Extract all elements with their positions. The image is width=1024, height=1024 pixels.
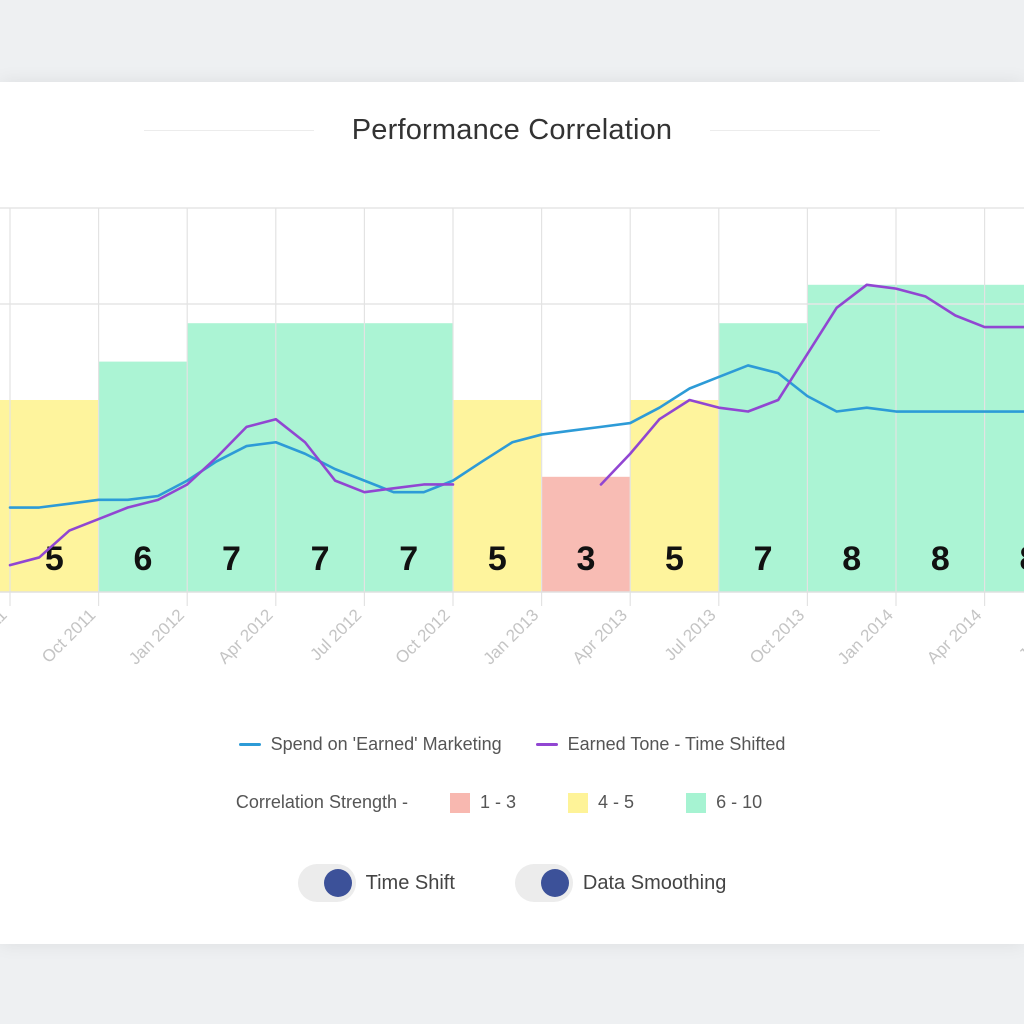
swatch-low: [450, 792, 470, 813]
data-smoothing-toggle[interactable]: Data Smoothing: [514, 864, 727, 902]
band-strength-label: 6: [133, 540, 152, 578]
band-strength-label: 7: [399, 540, 418, 578]
chart-title: Performance Correlation: [351, 113, 673, 146]
swatch-high: [686, 792, 707, 813]
series-line-spend: [8, 364, 1024, 509]
x-tick-label: Jan 2013: [480, 605, 543, 668]
x-tick-label: Oct 2011: [38, 605, 99, 666]
x-tick-label: Apr 2013: [569, 605, 631, 667]
correlation-legend-high: 6 - 10: [686, 792, 762, 813]
correlation-band: [275, 323, 365, 592]
data-smoothing-label: Data Smoothing: [582, 871, 727, 894]
correlation-legend-mid: 4 - 5: [568, 792, 634, 813]
title-rule-right: [710, 129, 881, 131]
x-tick-label: Apr 2012: [214, 605, 276, 667]
correlation-band: [630, 400, 720, 592]
time-shift-toggle[interactable]: Time Shift: [297, 864, 455, 902]
title-row: Performance Correlation: [0, 110, 1024, 150]
x-tick-label: Jan 2012: [125, 605, 188, 668]
swatch-high-label: 6 - 10: [716, 792, 763, 812]
correlation-band: [541, 476, 631, 592]
correlation-band: [187, 323, 277, 592]
data-smoothing-toggle-knob[interactable]: [540, 869, 569, 897]
legend-item-tone[interactable]: Earned Tone - Time Shifted: [535, 734, 786, 755]
band-strength-label: 7: [311, 540, 330, 578]
swatch-low-label: 1 - 3: [480, 792, 517, 812]
x-tick-label: Jul 2013: [661, 605, 720, 664]
band-strength-label: 5: [488, 540, 507, 578]
legend-line-tone: [535, 743, 558, 746]
legend-line-spend: [238, 743, 261, 746]
correlation-legend-low: 1 - 3: [450, 792, 516, 813]
chart-card: Performance Correlation 567775357888Jul …: [0, 82, 1024, 944]
correlation-band: [718, 323, 808, 592]
x-tick-label: Jul 2012: [306, 605, 365, 664]
correlation-band: [453, 400, 543, 592]
x-tick-label: Jul 2011: [0, 605, 11, 663]
band-strength-label: 7: [222, 540, 241, 578]
x-tick-label: Apr 2014: [923, 605, 985, 667]
x-tick-label: Jul 2014: [1015, 605, 1024, 664]
band-strength-label: 8: [842, 540, 861, 578]
correlation-legend-title: Correlation Strength -: [235, 792, 408, 812]
x-tick-label: Oct 2013: [746, 605, 808, 667]
series-line-tone: [8, 417, 455, 567]
toggle-row: Time Shift Data Smoothing: [0, 864, 1024, 902]
x-tick-label: Jan 2014: [834, 605, 897, 668]
x-tick-label: Oct 2012: [392, 605, 454, 667]
correlation-band: [98, 361, 188, 592]
swatch-mid: [568, 792, 589, 813]
swatch-mid-label: 4 - 5: [598, 792, 635, 812]
time-shift-label: Time Shift: [365, 871, 455, 894]
correlation-band: [984, 284, 1024, 592]
legend-label-tone: Earned Tone - Time Shifted: [567, 734, 786, 754]
band-strength-label: 3: [576, 540, 595, 578]
correlation-band: [364, 323, 454, 592]
band-strength-label: 7: [754, 540, 773, 578]
band-strength-label: 5: [665, 540, 684, 578]
data-smoothing-toggle-track[interactable]: [514, 864, 573, 902]
series-legend: Spend on 'Earned' Marketing Earned Tone …: [0, 734, 1024, 755]
time-shift-toggle-track[interactable]: [297, 864, 356, 902]
correlation-legend: Correlation Strength - 1 - 3 4 - 5 6 - 1…: [0, 792, 1024, 813]
correlation-band: [896, 284, 986, 592]
time-shift-toggle-knob[interactable]: [323, 869, 352, 897]
legend-item-spend[interactable]: Spend on 'Earned' Marketing: [238, 734, 502, 755]
series-line-tone: [599, 283, 1024, 486]
title-rule-left: [143, 129, 314, 131]
correlation-band: [807, 284, 897, 592]
band-strength-label: 8: [1019, 540, 1024, 578]
legend-label-spend: Spend on 'Earned' Marketing: [270, 734, 502, 754]
correlation-band-leading: [0, 400, 10, 592]
band-strength-label: 8: [931, 540, 950, 578]
